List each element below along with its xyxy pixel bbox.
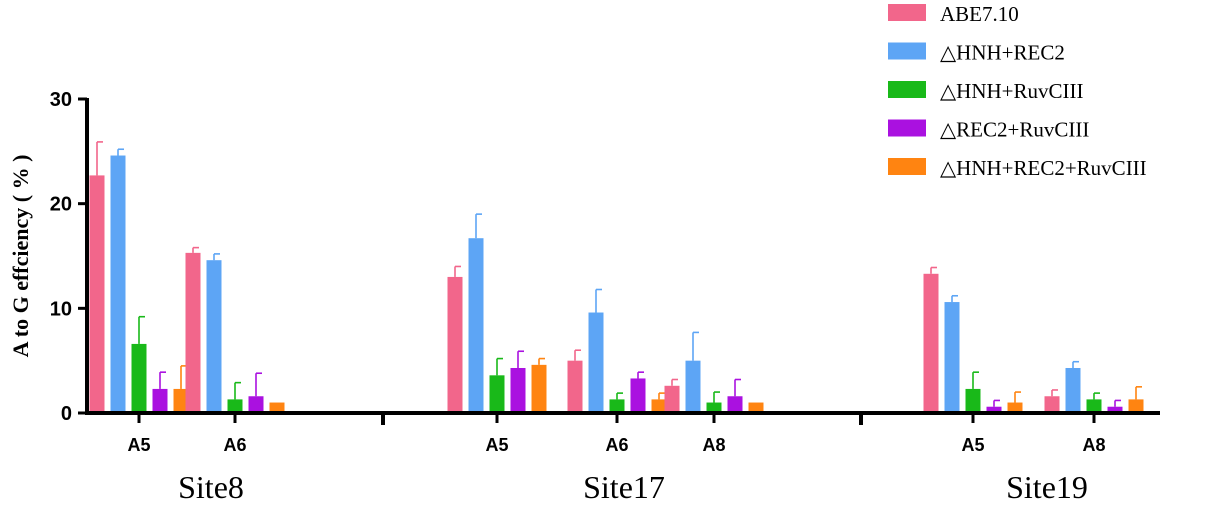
legend-label: △HNH+REC2: [940, 41, 1065, 65]
bar-site17-a6-s1: [567, 360, 583, 413]
bar-site17-a8-s1: [664, 385, 680, 413]
y-tick-label: 10: [50, 298, 72, 320]
group-label-site17: Site17: [583, 469, 665, 505]
bar-site8-a5-s2: [110, 155, 126, 413]
bar-site17-a6-s3: [609, 399, 625, 413]
legend-label: △REC2+RuvCIII: [940, 118, 1089, 142]
legend-swatch: [888, 4, 926, 21]
y-tick-label: 0: [61, 403, 72, 425]
bar-site17-a6-s4: [630, 378, 646, 413]
bar-site19-a8-s5: [1128, 399, 1144, 413]
group-label-site19: Site19: [1006, 469, 1088, 505]
bar-site19-a5-s4: [986, 406, 1002, 413]
x-tick-label: A6: [223, 435, 246, 455]
bar-site8-a6-s5: [269, 402, 285, 413]
bar-site8-a5-s4: [152, 388, 168, 413]
bar-site17-a5-s2: [468, 238, 484, 413]
y-tick-label: 20: [50, 194, 72, 216]
legend-label: ABE7.10: [940, 2, 1019, 26]
bar-site8-a5-s1: [89, 175, 105, 413]
bar-site17-a5-s1: [447, 276, 463, 413]
x-tick-label: A5: [961, 435, 984, 455]
bar-site19-a8-s2: [1065, 367, 1081, 413]
x-tick-label: A6: [605, 435, 628, 455]
bar-site17-a6-s5: [651, 399, 667, 413]
bar-site17-a6-s2: [588, 312, 604, 413]
bar-site8-a5-s5: [173, 388, 189, 413]
bar-site17-a8-s2: [685, 360, 701, 413]
x-tick-label: A5: [127, 435, 150, 455]
bar-site19-a5-s5: [1007, 402, 1023, 413]
bar-site19-a5-s3: [965, 388, 981, 413]
x-tick-label: A8: [702, 435, 725, 455]
bar-site17-a8-s3: [706, 402, 722, 413]
bar-site17-a8-s4: [727, 396, 743, 413]
legend-swatch: [888, 81, 926, 98]
bar-site8-a6-s1: [185, 252, 201, 413]
legend-swatch: [888, 119, 926, 137]
bar-site19-a5-s1: [923, 273, 939, 413]
bar-site8-a5-s3: [131, 343, 147, 413]
bar-site8-a6-s3: [227, 399, 243, 413]
x-tick-label: A8: [1082, 435, 1105, 455]
y-tick-label: 30: [50, 89, 72, 111]
legend-swatch: [888, 158, 926, 175]
y-axis-label: A to G effciency ( % ): [8, 155, 33, 358]
legend-label: △HNH+RuvCIII: [940, 79, 1083, 103]
bar-site8-a6-s4: [248, 396, 264, 413]
bar-site19-a8-s3: [1086, 399, 1102, 413]
bar-site19-a8-s1: [1044, 396, 1060, 413]
bar-site19-a8-s4: [1107, 406, 1123, 413]
bars-layer: [89, 141, 1144, 413]
bar-site8-a6-s2: [206, 260, 222, 413]
legend-swatch: [888, 42, 926, 60]
legend: ABE7.10 △HNH+REC2 △HNH+RuvCIII △REC2+RuvCII…: [888, 2, 1147, 180]
legend-label: △HNH+REC2+RuvCIII: [940, 156, 1147, 180]
labels-layer: A5 A6 Site8 A5 A6 A8 Site17 A5 A8 Site19 0 10 20 30 A …: [8, 89, 1106, 505]
axes-layer: [78, 97, 1160, 425]
group-label-site8: Site8: [178, 469, 244, 505]
bar-site17-a5-s3: [489, 375, 505, 413]
x-tick-label: A5: [485, 435, 508, 455]
bar-site17-a5-s5: [531, 364, 547, 413]
bar-site17-a8-s5: [748, 402, 764, 413]
bar-site17-a5-s4: [510, 367, 526, 413]
bar-site19-a5-s2: [944, 302, 960, 413]
